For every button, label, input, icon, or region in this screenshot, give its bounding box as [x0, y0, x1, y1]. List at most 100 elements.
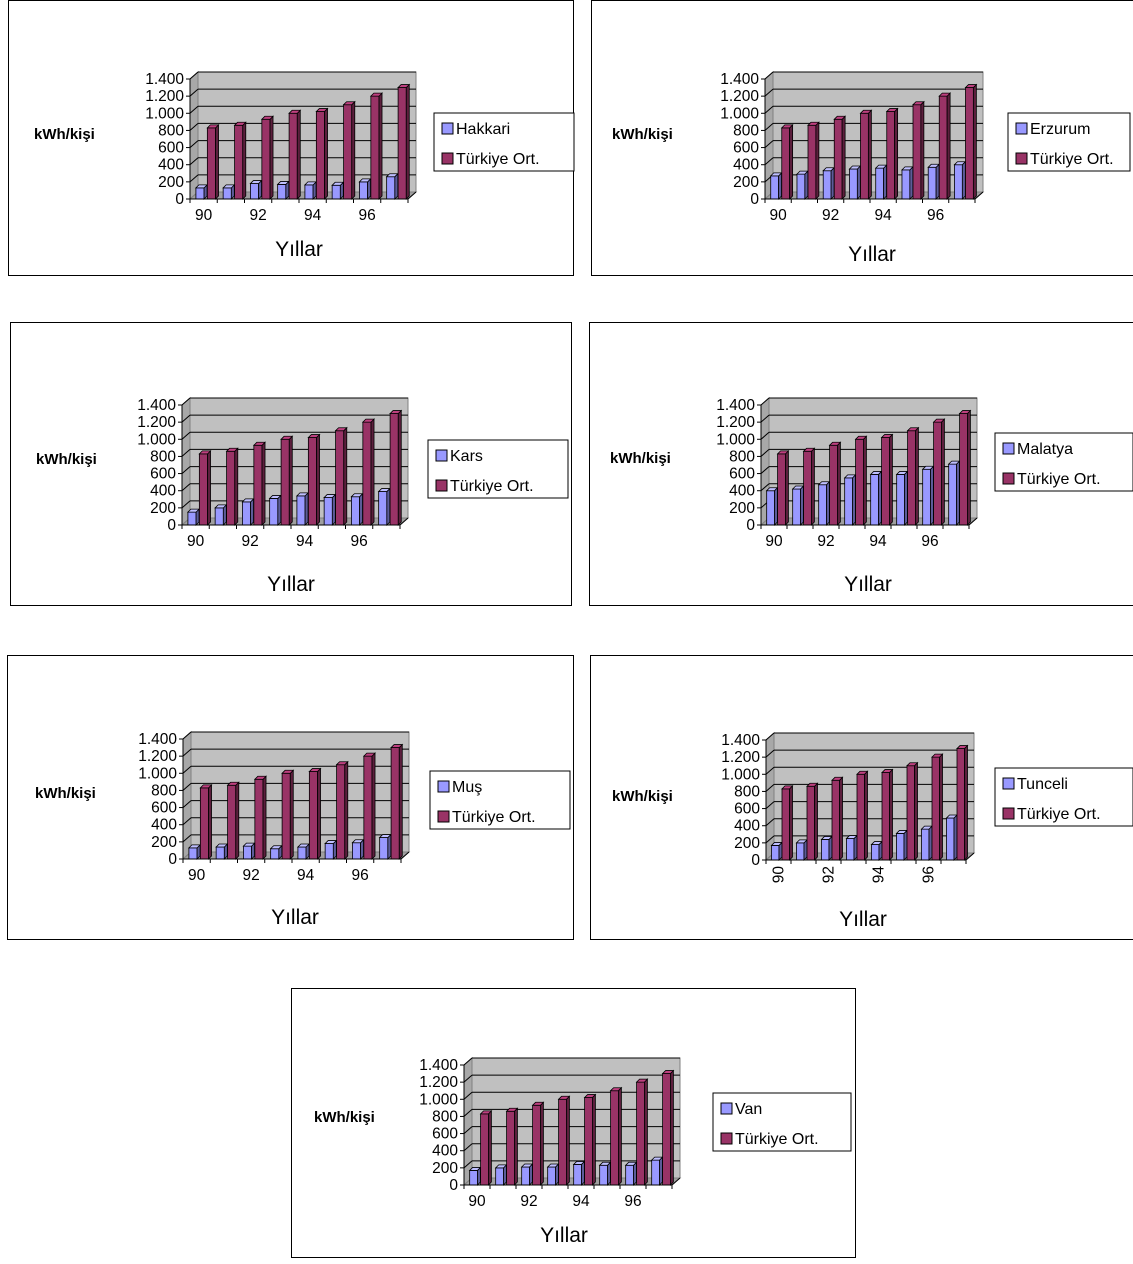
gridline [182, 765, 192, 774]
bar-region [770, 841, 783, 861]
bar-average [505, 1107, 519, 1186]
bar-region [324, 839, 338, 860]
legend: Muş Türkiye Ort. [429, 770, 571, 830]
bar-region [186, 508, 201, 526]
bar-region [947, 460, 961, 526]
bar-average [806, 782, 819, 861]
bar-average [780, 123, 794, 200]
bar-region [194, 183, 209, 200]
x-tick-label: 92 [817, 533, 834, 550]
y-tick-label: 1.000 [138, 765, 177, 782]
legend-swatch [1002, 472, 1015, 485]
x-axis-title: Yıllar [267, 573, 315, 596]
bar-average [362, 752, 376, 860]
plot-back-wall [773, 732, 975, 854]
x-axis-title: Yıllar [271, 906, 319, 929]
y-tick-label: 200 [729, 500, 755, 517]
y-tick-label: 800 [734, 783, 760, 800]
bar-region [331, 181, 345, 200]
legend-label: Türkiye Ort. [452, 809, 536, 826]
bar-average [906, 761, 919, 861]
legend: Hakkari Türkiye Ort. [433, 112, 575, 172]
bar-region [249, 179, 263, 200]
gridline [760, 483, 770, 492]
gridline [181, 397, 191, 406]
legend-swatch [441, 122, 454, 135]
chart-panel-erzurum: 0 200 400 600 800 1.000 1.200 1.400 90 92 94 96 kWh/… [591, 0, 1133, 276]
y-tick-label: 200 [150, 500, 176, 517]
legend-swatch [435, 449, 448, 462]
bar-region [765, 486, 779, 526]
x-tick-label: 96 [921, 866, 938, 883]
y-tick-label: 1.000 [716, 431, 755, 448]
gridline [189, 174, 199, 183]
x-tick-label: 90 [188, 867, 206, 884]
x-tick-label: 90 [770, 207, 788, 224]
legend-label: Türkiye Ort. [1017, 471, 1101, 488]
y-tick-label: 800 [151, 782, 177, 799]
x-tick-label: 90 [765, 533, 783, 550]
bar-average [776, 449, 790, 526]
bar-region [920, 825, 933, 861]
bar-region [351, 838, 365, 860]
bar-region [468, 1166, 482, 1186]
legend: Van Türkiye Ort. [712, 1092, 852, 1152]
bar-average [252, 441, 266, 526]
y-tick-label: 600 [150, 466, 176, 483]
y-tick-label: 1.000 [145, 105, 184, 122]
gridline [181, 431, 191, 440]
y-tick-label: 1.200 [137, 414, 176, 431]
x-tick-label: 94 [869, 533, 887, 550]
bar-average [635, 1078, 649, 1186]
gridline [765, 818, 775, 827]
bar-region [945, 814, 958, 861]
gridline [764, 71, 774, 80]
bar-region [241, 497, 255, 526]
gridline [181, 466, 191, 474]
x-axis-edge [400, 851, 410, 860]
bar-average [932, 418, 946, 526]
chart-panel-mus: 0 200 400 600 800 1.000 1.200 1.400 90 92 94 96 kWh/… [7, 655, 574, 940]
bar-average [369, 92, 383, 200]
legend-swatch [1002, 442, 1015, 455]
x-tick-label: 92 [520, 1193, 537, 1210]
bar-region [303, 180, 318, 200]
legend: Erzurum Türkiye Ort. [1007, 112, 1131, 172]
bar-region [848, 165, 862, 200]
gridline [189, 157, 199, 166]
x-tick-label: 96 [927, 207, 944, 224]
bar-region [546, 1163, 560, 1186]
bar-region [953, 160, 967, 200]
bar-region [598, 1161, 612, 1186]
gridline [760, 397, 770, 406]
gridline [764, 88, 774, 97]
bar-region [520, 1163, 534, 1186]
legend-label: Türkiye Ort. [450, 478, 534, 495]
gridline [189, 123, 199, 131]
legend-swatch [1015, 122, 1028, 135]
bar-average [199, 783, 213, 860]
y-tick-label: 1.200 [145, 88, 184, 105]
x-axis-title: Yıllar [839, 908, 887, 931]
y-axis-title: kWh/kişi [610, 450, 671, 467]
gridline [181, 483, 191, 492]
bar-region [791, 485, 805, 526]
x-tick-label: 92 [822, 207, 839, 224]
gridline [764, 123, 774, 131]
bar-average [880, 433, 894, 526]
y-tick-label: 1.400 [137, 397, 176, 414]
bar-region [215, 843, 229, 860]
legend-label: Tunceli [1017, 776, 1068, 793]
bar-region [385, 172, 399, 200]
bar-region [895, 470, 909, 526]
legend-swatch [1002, 807, 1015, 820]
x-tick-label: 96 [921, 533, 938, 550]
gridline [764, 157, 774, 166]
x-tick-label: 92 [243, 867, 260, 884]
x-tick-label: 90 [468, 1193, 486, 1210]
y-tick-label: 200 [733, 174, 759, 191]
y-tick-label: 600 [733, 140, 759, 157]
